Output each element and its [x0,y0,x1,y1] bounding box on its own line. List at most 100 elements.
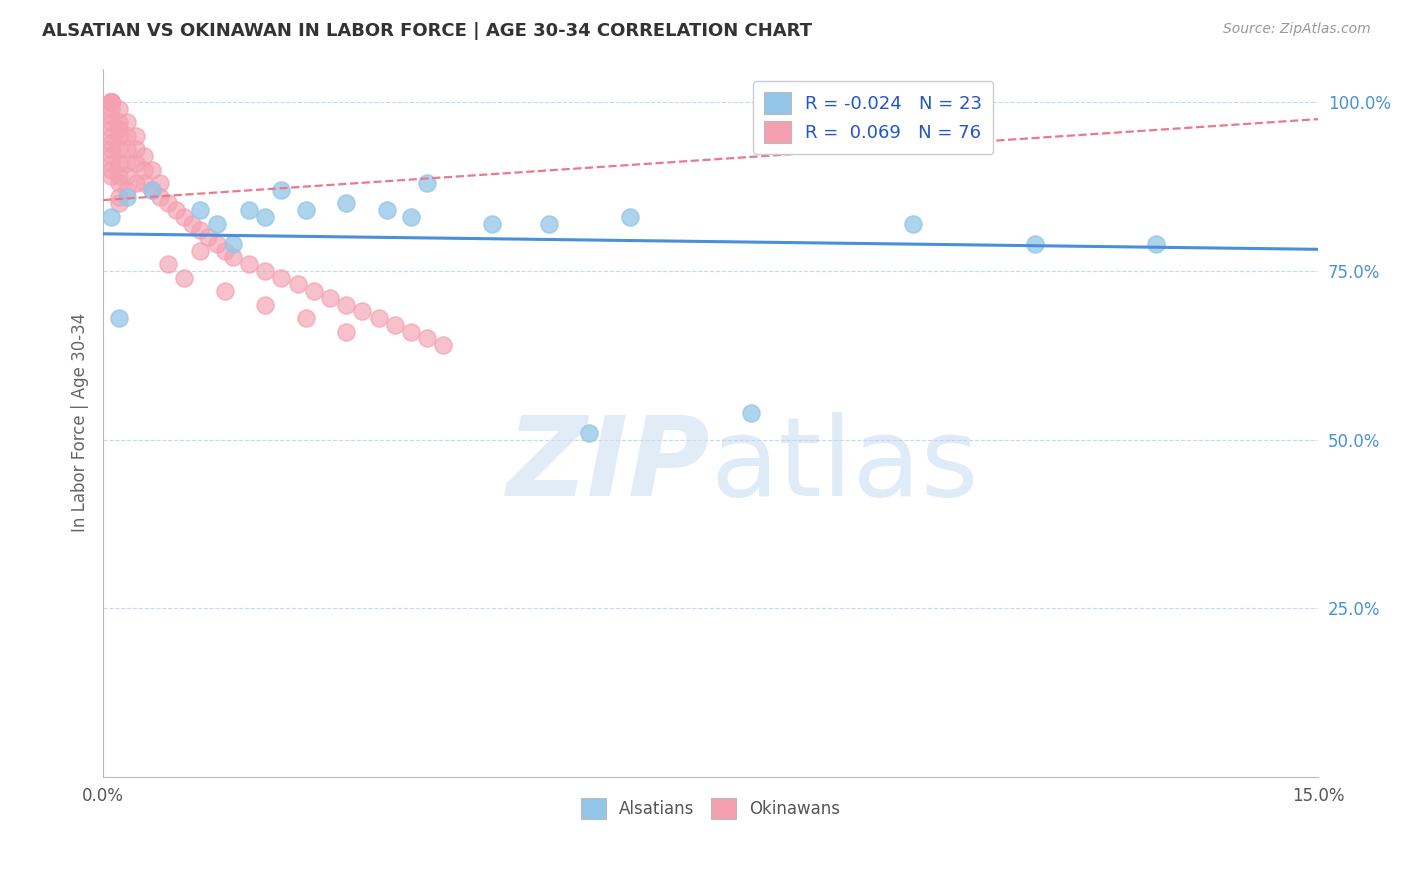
Point [188,223,211,237]
Point [416,176,439,190]
Point [100,210,122,224]
Point [108,190,131,204]
Point [197,230,219,244]
Point [124,128,146,143]
Point [124,176,146,190]
Point [270,183,292,197]
Point [294,311,316,326]
Point [117,190,139,204]
Point [100,162,122,177]
Point [238,203,260,218]
Point [188,244,211,258]
Point [108,169,131,184]
Text: atlas: atlas [710,412,979,518]
Point [294,203,316,218]
Point [100,156,122,170]
Point [416,331,439,345]
Point [173,270,195,285]
Point [156,257,179,271]
Point [108,176,131,190]
Point [188,203,211,218]
Point [481,217,503,231]
Point [335,196,357,211]
Point [214,244,236,258]
Point [254,264,277,278]
Point [100,136,122,150]
Point [108,115,131,129]
Point [335,298,357,312]
Point [117,128,139,143]
Point [117,143,139,157]
Point [222,236,245,251]
Point [1024,236,1046,251]
Point [100,95,122,110]
Point [141,183,163,197]
Point [432,338,454,352]
Legend: Alsatians, Okinawans: Alsatians, Okinawans [574,791,848,825]
Point [108,102,131,116]
Point [108,311,131,326]
Point [149,190,172,204]
Text: ZIP: ZIP [508,412,710,518]
Point [108,122,131,136]
Point [173,210,195,224]
Point [619,210,641,224]
Point [117,115,139,129]
Point [100,122,122,136]
Point [399,210,422,224]
Point [165,203,187,218]
Point [100,115,122,129]
Point [238,257,260,271]
Point [205,217,228,231]
Point [100,95,122,110]
Point [132,162,155,177]
Point [100,95,122,110]
Point [156,196,179,211]
Point [100,169,122,184]
Point [335,325,357,339]
Text: ALSATIAN VS OKINAWAN IN LABOR FORCE | AGE 30-34 CORRELATION CHART: ALSATIAN VS OKINAWAN IN LABOR FORCE | AG… [42,22,813,40]
Point [100,95,122,110]
Point [181,217,204,231]
Y-axis label: In Labor Force | Age 30-34: In Labor Force | Age 30-34 [72,313,89,533]
Point [108,156,131,170]
Point [108,196,131,211]
Point [537,217,560,231]
Point [287,277,309,292]
Point [399,325,422,339]
Point [117,183,139,197]
Point [132,149,155,163]
Point [254,210,277,224]
Point [100,102,122,116]
Point [367,311,389,326]
Point [100,95,122,110]
Point [100,128,122,143]
Point [100,95,122,110]
Point [384,318,406,332]
Point [124,143,146,157]
Point [100,95,122,110]
Point [108,143,131,157]
Point [222,251,245,265]
Point [117,156,139,170]
Point [100,95,122,110]
Point [100,95,122,110]
Point [117,169,139,184]
Point [124,156,146,170]
Point [903,217,925,231]
Point [302,284,325,298]
Point [100,109,122,123]
Point [1144,236,1167,251]
Point [578,425,600,440]
Point [141,183,163,197]
Point [319,291,342,305]
Point [740,406,762,420]
Point [270,270,292,285]
Point [352,304,374,318]
Point [100,143,122,157]
Point [214,284,236,298]
Point [100,149,122,163]
Point [108,128,131,143]
Point [254,298,277,312]
Text: Source: ZipAtlas.com: Source: ZipAtlas.com [1223,22,1371,37]
